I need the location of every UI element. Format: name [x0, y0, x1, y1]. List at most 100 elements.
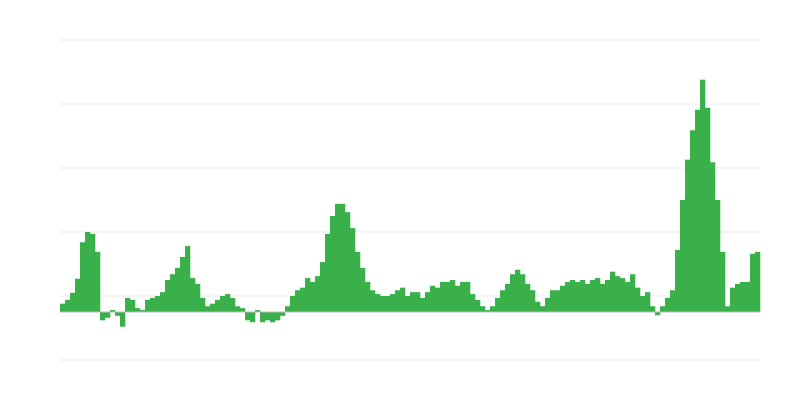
bar: [660, 306, 666, 312]
bar: [755, 251, 761, 312]
bar: [585, 283, 591, 312]
bar: [460, 281, 466, 312]
bar: [155, 296, 161, 312]
bar: [145, 299, 151, 312]
bar: [325, 233, 331, 312]
bar: [695, 109, 701, 312]
bar: [605, 280, 611, 312]
bar: [485, 310, 491, 312]
bar: [105, 312, 111, 318]
bar: [500, 290, 506, 312]
bar: [530, 290, 536, 312]
bar: [580, 280, 586, 312]
bar: [505, 283, 511, 312]
bar: [245, 312, 251, 321]
bar: [360, 267, 366, 312]
bar: [515, 269, 521, 312]
bar: [150, 297, 156, 312]
bar: [650, 306, 656, 312]
bar: [690, 130, 696, 312]
bar: [730, 287, 736, 312]
bar: [275, 312, 281, 321]
bar: [295, 290, 301, 312]
bar: [315, 276, 321, 312]
bar: [745, 281, 751, 312]
bar: [95, 251, 101, 312]
bar: [740, 281, 746, 312]
bar: [700, 79, 706, 313]
bar: [100, 312, 106, 321]
bar: [420, 297, 426, 312]
bar: [345, 212, 351, 312]
bar: [80, 242, 86, 312]
bar: [85, 232, 91, 312]
bar: [190, 278, 196, 312]
bar: [280, 312, 286, 316]
bar: [355, 251, 361, 312]
bar: [375, 294, 381, 312]
bar: [440, 281, 446, 312]
bar: [715, 200, 721, 312]
bar: [65, 299, 71, 312]
bar: [300, 287, 306, 312]
bar: [560, 285, 566, 312]
bar: [70, 292, 76, 312]
bar: [565, 281, 571, 312]
bar: [340, 203, 346, 312]
bar: [220, 296, 226, 312]
bar: [90, 233, 96, 312]
bar: [725, 306, 731, 312]
bar: [170, 274, 176, 312]
bar: [465, 281, 471, 312]
bar: [435, 287, 441, 312]
bar: [195, 283, 201, 312]
bar: [235, 306, 241, 312]
bar: [165, 280, 171, 312]
bar: [640, 296, 646, 312]
bar: [260, 312, 266, 323]
bar: [555, 290, 561, 312]
bar: [595, 278, 601, 312]
bar: [250, 312, 256, 323]
bar: [625, 281, 631, 312]
bar: [335, 203, 341, 312]
bar: [540, 306, 546, 312]
bar: [720, 251, 726, 312]
bar: [645, 292, 651, 312]
bar: [270, 312, 276, 323]
bar: [390, 294, 396, 312]
bar: [615, 276, 621, 312]
bar: [735, 283, 741, 312]
bar: [610, 271, 616, 312]
bar: [180, 256, 186, 312]
bar: [665, 297, 671, 312]
bar: [410, 292, 416, 312]
bar: [710, 162, 716, 312]
bar: [395, 290, 401, 312]
bar: [490, 306, 496, 312]
bar: [200, 297, 206, 312]
bar: [370, 290, 376, 312]
bar: [670, 290, 676, 312]
bar: [675, 249, 681, 312]
bar: [415, 292, 421, 312]
bar: [210, 303, 216, 312]
bar: [430, 285, 436, 312]
bars: [60, 79, 761, 327]
bar: [125, 297, 131, 312]
bar: [405, 296, 411, 312]
bar: [445, 281, 451, 312]
bar: [330, 216, 336, 312]
bar: [600, 283, 606, 312]
bar: [630, 274, 636, 312]
bar: [185, 246, 191, 312]
bar: [620, 278, 626, 312]
bar: [470, 294, 476, 312]
bar: [705, 107, 711, 312]
bar: [635, 287, 641, 312]
bar: [140, 310, 146, 312]
bar: [215, 299, 221, 312]
bar: [320, 262, 326, 312]
bar: [550, 290, 556, 312]
